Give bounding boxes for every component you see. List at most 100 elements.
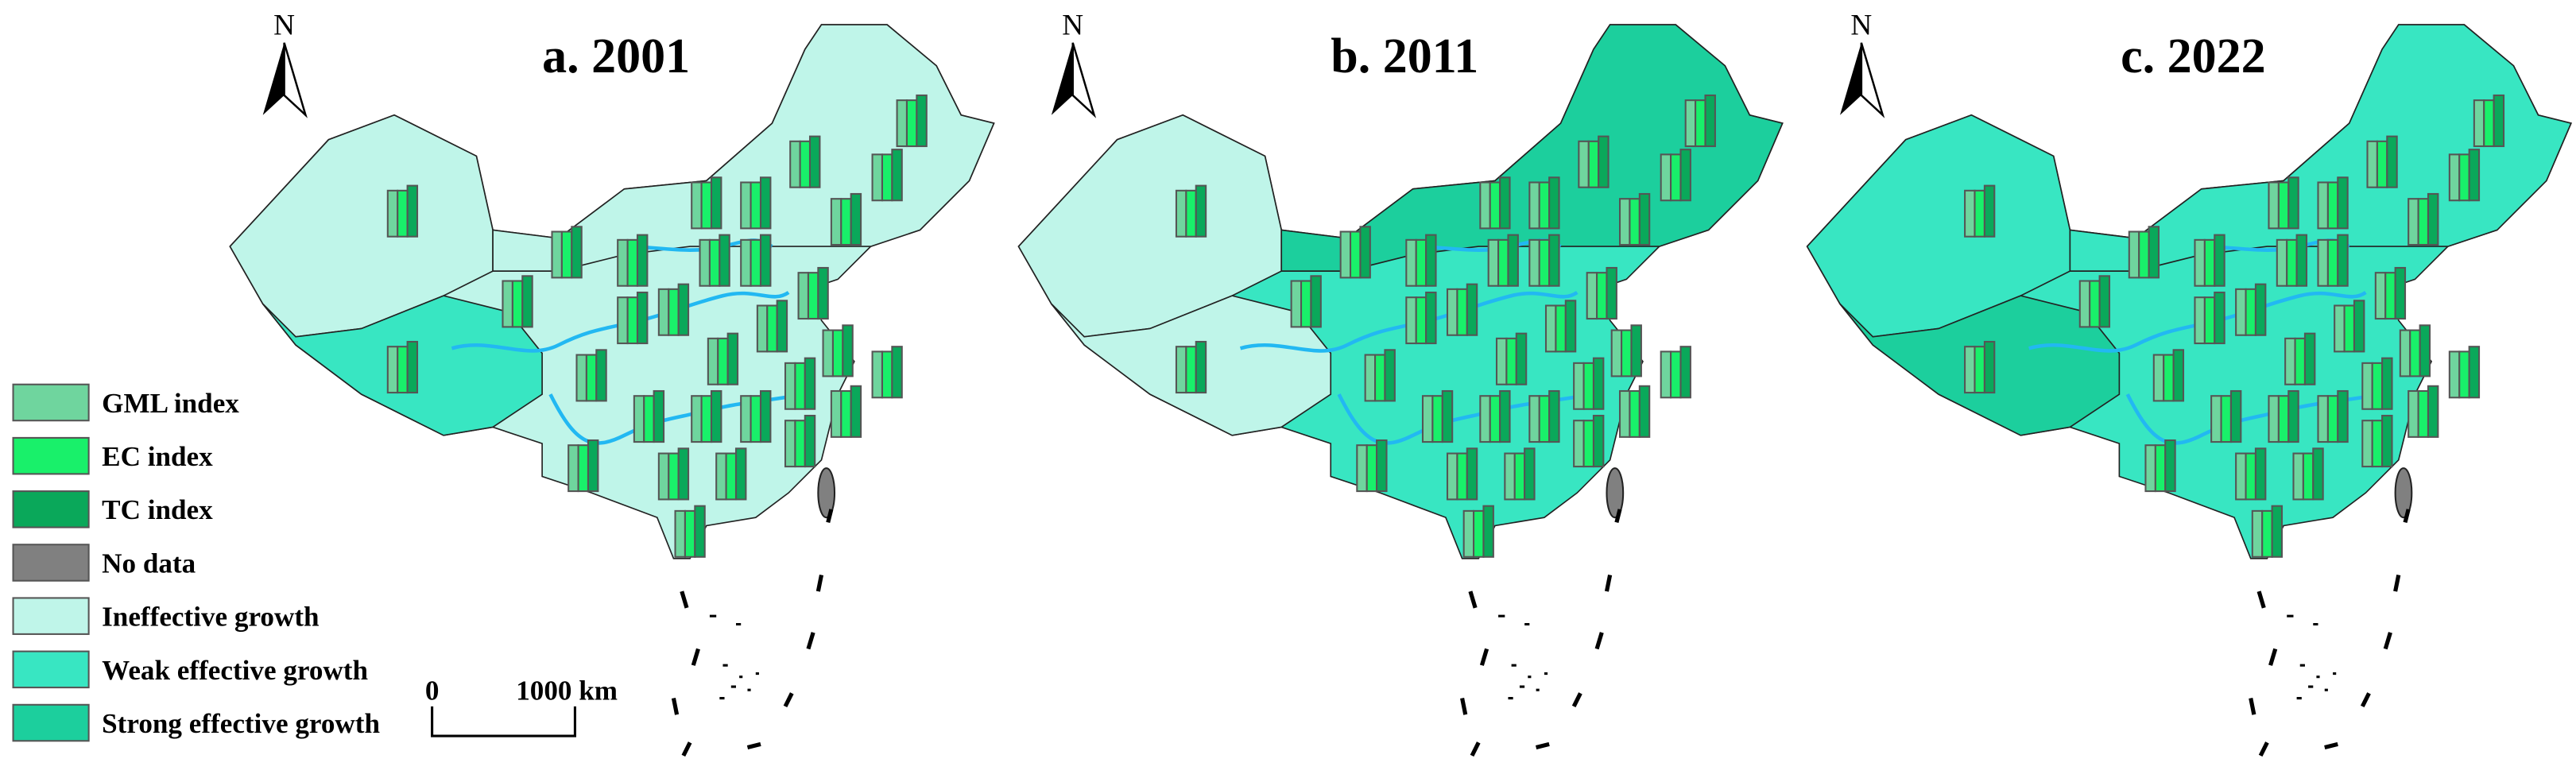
icon-tc <box>719 234 730 287</box>
icon-tc <box>1592 414 1605 468</box>
icon-gml <box>871 153 883 202</box>
icon-tc <box>1983 340 1996 394</box>
index-icon <box>1446 283 1478 336</box>
panel-title: c. 2022 <box>2121 29 2266 83</box>
icon-gml <box>2235 288 2247 336</box>
north-label: N <box>273 9 295 41</box>
icon-tc <box>1195 340 1207 394</box>
icon-gml <box>1528 181 1540 230</box>
icon-ec <box>2261 509 2273 558</box>
icon-ec <box>1497 238 1509 287</box>
icon-tc <box>2427 192 2439 246</box>
icon-tc <box>521 275 533 328</box>
legend-swatch <box>12 544 90 582</box>
icon-tc <box>710 176 722 230</box>
index-icon <box>2292 447 2324 501</box>
icon-tc <box>1507 234 1519 287</box>
index-icon <box>2078 275 2111 328</box>
icon-tc <box>1482 505 1494 558</box>
south-sea-boundary <box>671 509 834 757</box>
icon-tc <box>2254 283 2267 336</box>
icon-ec <box>1185 346 1197 394</box>
icon-tc <box>1638 385 1651 438</box>
index-icon <box>2284 332 2316 385</box>
index-icon <box>740 234 772 287</box>
index-icon <box>617 291 649 345</box>
icon-tc <box>406 340 419 394</box>
icon-tc <box>2164 439 2176 493</box>
icon-ec <box>881 350 893 399</box>
legend-swatch <box>12 436 90 475</box>
index-icon <box>1495 332 1528 385</box>
index-icon <box>699 234 730 287</box>
legend-swatch <box>12 383 90 422</box>
south-sea-boundary <box>2249 509 2411 757</box>
icon-ec <box>1185 189 1197 238</box>
icon-ec <box>750 395 762 443</box>
legend-swatch <box>12 703 90 742</box>
icon-tc <box>2312 447 2324 501</box>
icon-gml <box>1421 395 1434 443</box>
icon-ec <box>700 395 713 443</box>
icon-ec <box>881 153 893 202</box>
icon-tc <box>1548 389 1560 443</box>
icon-gml <box>2317 238 2329 287</box>
scale-bar <box>431 706 576 737</box>
icon-tc <box>2098 275 2111 328</box>
icon-gml <box>2194 238 2206 287</box>
icon-gml <box>691 181 703 230</box>
icon-tc <box>1679 149 1691 202</box>
icon-gml <box>1479 181 1491 230</box>
icon-tc <box>2287 176 2299 230</box>
icon-ec <box>1300 280 1312 328</box>
icon-gml <box>2399 329 2411 377</box>
index-icon <box>2144 439 2176 493</box>
index-icon <box>871 149 903 202</box>
icon-gml <box>740 181 752 230</box>
index-icon <box>1528 234 1560 287</box>
icon-tc <box>571 226 583 279</box>
index-icon <box>2366 135 2398 188</box>
icon-gml <box>784 362 796 410</box>
icon-ec <box>2326 181 2339 230</box>
icon-tc <box>2427 385 2439 438</box>
index-icon <box>1175 340 1207 394</box>
icon-ec <box>1621 329 1633 377</box>
icon-ec <box>840 389 852 438</box>
map-panel: c. 2022 N <box>1806 9 2572 757</box>
index-icon <box>1586 266 1617 320</box>
icon-ec <box>1365 444 1378 493</box>
icon-tc <box>1704 94 1716 148</box>
legend-label: Ineffective growth <box>102 602 319 633</box>
index-icon <box>2268 389 2299 443</box>
index-icon <box>657 283 690 336</box>
panel-title: b. 2011 <box>1331 29 1478 83</box>
icon-tc <box>1425 234 1437 287</box>
icon-gml <box>1479 395 1491 443</box>
index-icon <box>633 389 665 443</box>
legend-label: TC index <box>102 494 213 525</box>
icon-gml <box>1660 153 1672 202</box>
icon-tc <box>677 283 690 336</box>
icon-gml <box>699 238 711 287</box>
icon-ec <box>511 280 524 328</box>
icon-gml <box>2292 452 2304 501</box>
icon-tc <box>587 439 599 493</box>
icon-gml <box>1356 444 1368 493</box>
index-icon <box>2194 234 2225 287</box>
icon-tc <box>850 192 862 246</box>
icon-ec <box>2245 452 2256 501</box>
index-icon <box>1544 300 1577 353</box>
icon-gml <box>2268 395 2280 443</box>
icon-tc <box>653 389 665 443</box>
index-icon <box>502 275 533 328</box>
icon-tc <box>2295 234 2308 287</box>
index-icon <box>1573 414 1605 468</box>
icon-ec <box>2220 395 2232 443</box>
icon-gml <box>691 395 703 443</box>
index-icon <box>1405 234 1437 287</box>
index-icon <box>784 357 816 410</box>
icon-ec <box>717 337 729 385</box>
index-icon <box>715 447 747 501</box>
